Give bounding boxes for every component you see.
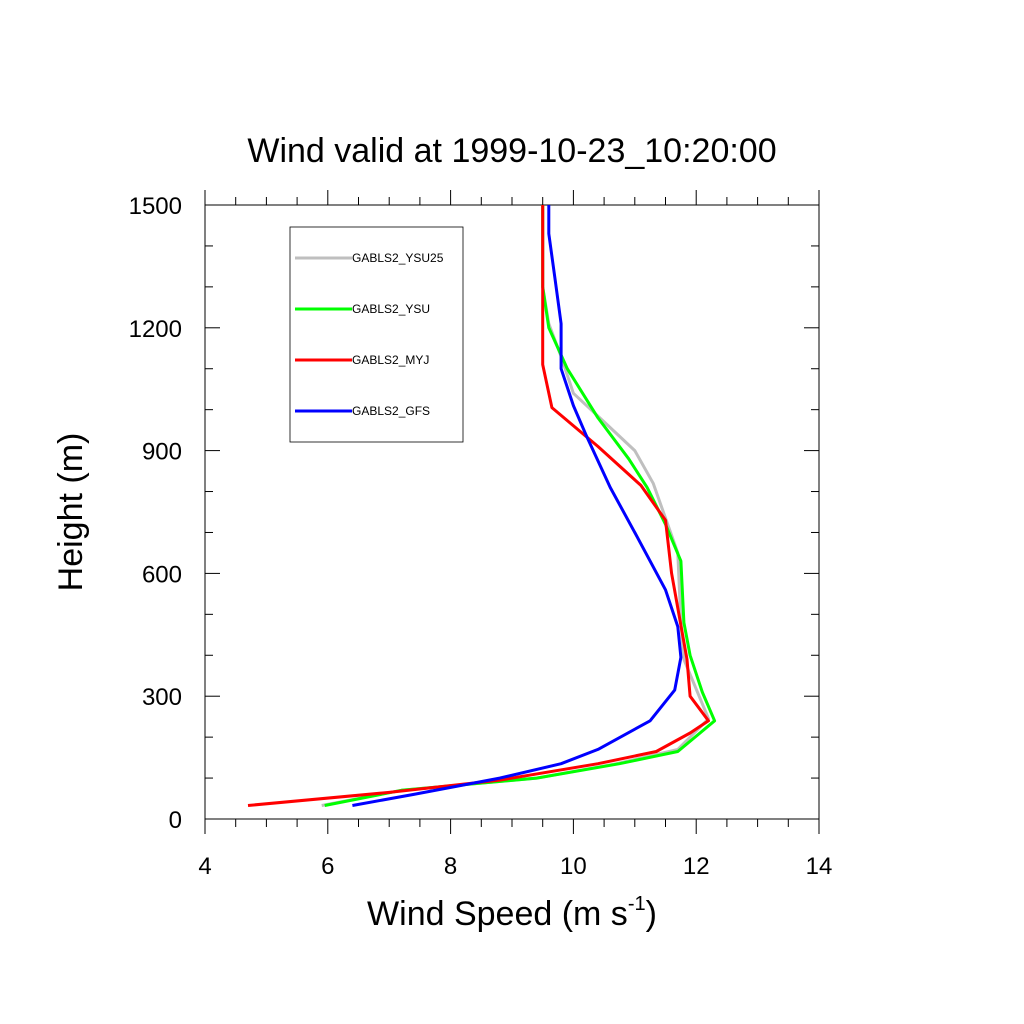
legend-label-gabls2-ysu25: GABLS2_YSU25 [352,251,444,265]
series-lines [247,205,717,807]
y-axis-label: Height (m) [52,433,90,592]
x-tick-label: 8 [444,853,457,880]
legend-label-gabls2-ysu: GABLS2_YSU [352,302,430,316]
legend-box [289,226,464,443]
legend: GABLS2_YSU25 GABLS2_YSU GABLS2_MYJ GABLS2_G… [289,226,464,443]
y-tick-label: 600 [142,561,182,588]
x-axis-label: Wind Speed (m s-1) [367,893,657,933]
x-tick-label: 6 [321,853,334,880]
x-tick-label: 14 [806,853,833,880]
y-tick-label: 300 [142,684,182,711]
y-tick-label: 1500 [129,193,182,220]
series-line-gabls2-ysu [324,205,717,807]
x-tick-label: 10 [560,853,587,880]
x-tick-labels: 4 6 8 10 12 14 [198,853,832,880]
series-line-gabls2-gfs [352,205,683,807]
y-tick-labels: 0 300 600 900 1200 1500 [129,193,182,834]
legend-label-gabls2-gfs: GABLS2_GFS [352,404,430,418]
x-tick-label: 12 [683,853,710,880]
legend-label-gabls2-myj: GABLS2_MYJ [352,353,429,367]
x-axis-label-main: Wind Speed (m s [367,895,628,933]
y-tick-label: 1200 [129,316,182,343]
x-axis-label-suffix: ) [646,895,657,933]
series-line-gabls2-myj [247,205,710,807]
y-tick-label: 0 [169,807,182,834]
chart-title: Wind valid at 1999-10-23_10:20:00 [247,132,776,170]
y-tick-label: 900 [142,439,182,466]
axis-ticks [204,190,820,834]
x-tick-label: 4 [198,853,211,880]
x-axis-label-superscript: -1 [628,893,646,915]
